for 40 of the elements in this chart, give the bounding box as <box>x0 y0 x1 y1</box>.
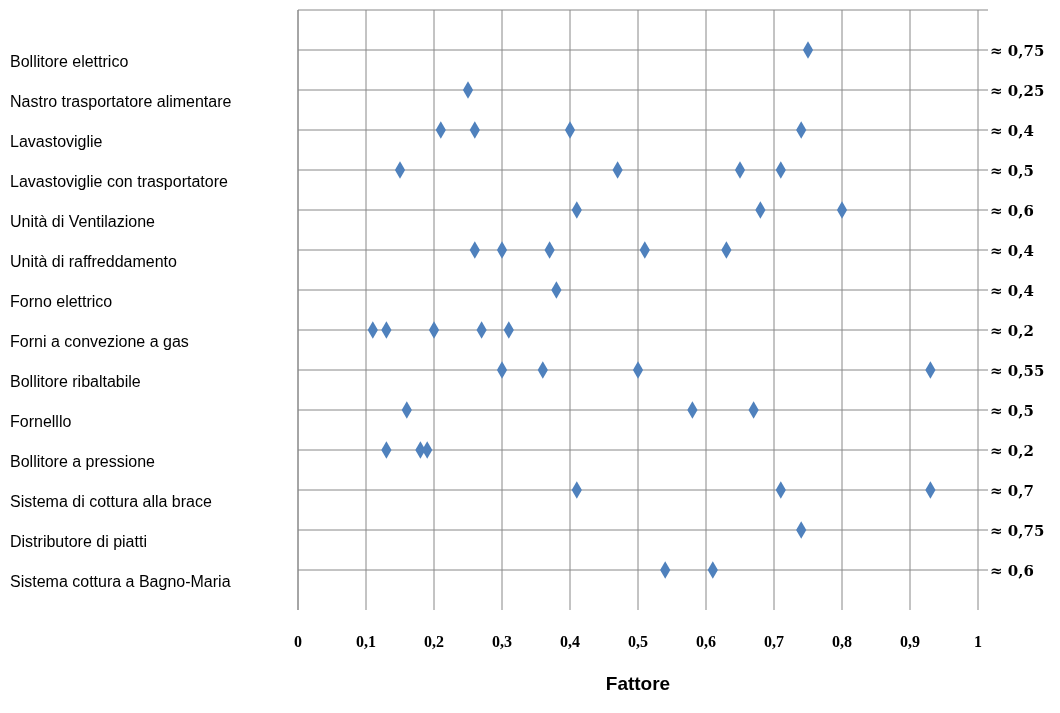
y2-tick-label: ≈ 0,55 <box>990 362 1045 380</box>
y2-tick-label: ≈ 0,7 <box>990 482 1034 500</box>
y-tick-label: Sistema cottura a Bagno-Maria <box>10 573 231 590</box>
x-tick-label: 0,2 <box>424 633 444 650</box>
y-tick-label: Forni a convezione a gas <box>10 333 189 350</box>
y-tick-label: Bollitore elettrico <box>10 53 129 70</box>
y-tick-label: Unità di raffreddamento <box>10 253 178 270</box>
x-tick-label: 0 <box>294 633 302 650</box>
y-tick-label: Nastro trasportatore alimentare <box>10 93 232 110</box>
y2-tick-label: ≈ 0,5 <box>990 402 1034 420</box>
y-tick-label: Bollitore ribaltabile <box>10 373 141 390</box>
x-tick-label: 0,8 <box>832 633 852 650</box>
y-tick-label: Fornelllo <box>10 413 72 430</box>
y2-tick-label: ≈ 0,4 <box>990 282 1034 300</box>
x-axis-title: Fattore <box>605 673 671 694</box>
y-tick-label: Lavastoviglie con trasportatore <box>10 173 228 190</box>
y2-tick-label: ≈ 0,5 <box>990 162 1034 180</box>
y2-tick-label: ≈ 0,25 <box>990 82 1045 100</box>
x-tick-label: 0,3 <box>492 633 512 650</box>
x-tick-label: 0,5 <box>628 633 648 650</box>
y-tick-label: Sistema di cottura alla brace <box>10 493 212 510</box>
y2-tick-label: ≈ 0,4 <box>990 242 1034 260</box>
y2-tick-label: ≈ 0,75 <box>990 42 1045 60</box>
x-tick-label: 0,7 <box>764 633 784 650</box>
y-tick-label: Distributore di piatti <box>10 533 147 550</box>
y-tick-label: Unità di Ventilazione <box>10 213 156 230</box>
x-tick-label: 0,6 <box>696 633 716 650</box>
y-tick-label: Bollitore a pressione <box>10 453 156 470</box>
x-tick-label: 1 <box>974 633 982 650</box>
y2-tick-label: ≈ 0,4 <box>990 122 1034 140</box>
y2-tick-label: ≈ 0,75 <box>990 522 1045 540</box>
y2-tick-label: ≈ 0,6 <box>990 202 1034 220</box>
y2-tick-label: ≈ 0,2 <box>990 442 1034 460</box>
x-tick-label: 0,9 <box>900 633 920 650</box>
x-tick-label: 0,4 <box>560 633 580 650</box>
y2-tick-label: ≈ 0,2 <box>990 322 1034 340</box>
y2-tick-label: ≈ 0,6 <box>990 562 1034 580</box>
y-tick-label: Forno elettrico <box>10 293 113 310</box>
y-tick-label: Lavastoviglie <box>10 133 103 150</box>
x-tick-label: 0,1 <box>356 633 376 650</box>
